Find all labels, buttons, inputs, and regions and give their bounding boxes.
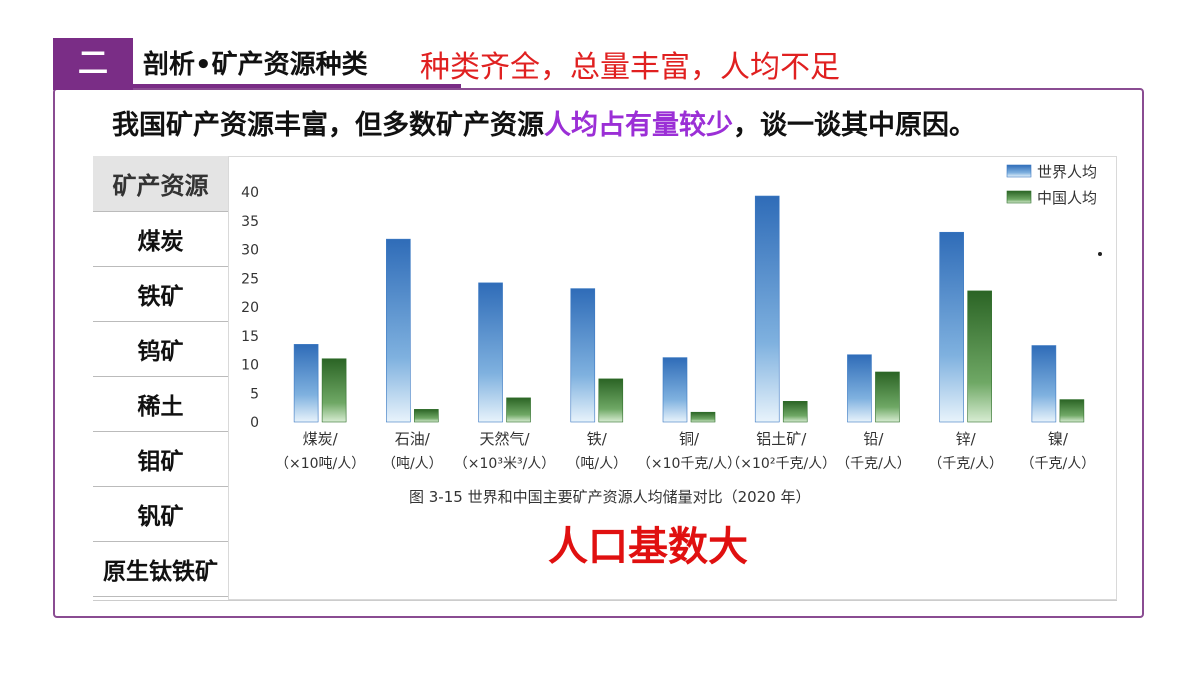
mineral-table: 矿产资源 煤炭 铁矿 钨矿 稀土 钼矿 钒矿 原生钛铁矿	[93, 156, 228, 597]
y-tick-label: 10	[241, 358, 259, 374]
bar-chart: 0 5 10 15 20 25 30 35 40 煤炭/ （×10吨/人） 石油/ （吨/人） 天然气/ （…	[241, 163, 1097, 506]
section-subtitle: 种类齐全，总量丰富，人均不足	[420, 50, 840, 85]
china-bar	[967, 290, 992, 423]
y-tick-label: 30	[241, 243, 259, 259]
legend-label: 世界人均	[1037, 163, 1097, 181]
world-bar	[478, 282, 503, 423]
mineral-item: 铁矿	[93, 267, 228, 322]
mineral-item: 稀土	[93, 377, 228, 432]
question-part2: ，谈一谈其中原因。	[733, 110, 976, 141]
mineral-item: 钒矿	[93, 487, 228, 542]
x-tick-label: 煤炭/	[303, 430, 339, 448]
china-bar	[414, 409, 439, 423]
world-bar	[570, 288, 596, 423]
answer-text: 人口基数大	[548, 523, 748, 570]
y-tick-label: 35	[241, 214, 259, 230]
y-tick-label: 5	[250, 386, 259, 402]
x-tick-unit-label: （吨/人）	[382, 456, 443, 472]
x-tick-unit-label: （千克/人）	[1021, 456, 1096, 472]
y-tick-label: 20	[241, 300, 259, 316]
china-bar	[782, 401, 808, 423]
china-bar	[875, 371, 900, 423]
bottom-rule	[93, 600, 1117, 601]
y-tick-label: 0	[250, 415, 259, 431]
question-highlight: 人均占有量较少	[544, 110, 733, 141]
x-tick-unit-label: （吨/人）	[566, 456, 627, 472]
world-bar	[939, 231, 964, 423]
x-tick-label: 铁/	[587, 430, 608, 448]
x-tick-label: 铅/	[863, 430, 884, 448]
section-number-box: 二	[53, 38, 133, 90]
china-bar	[321, 358, 347, 423]
x-tick-label: 石油/	[395, 430, 431, 448]
x-tick-label: 镍/	[1048, 430, 1069, 448]
china-bar	[1059, 399, 1085, 423]
y-tick-label: 40	[241, 185, 259, 201]
mineral-item: 钨矿	[93, 322, 228, 377]
world-bar	[847, 354, 872, 423]
legend-label: 中国人均	[1037, 189, 1097, 207]
chart-title: 图 3-15 世界和中国主要矿产资源人均储量对比（2020 年）	[409, 488, 811, 506]
china-bar	[506, 397, 531, 423]
x-tick-unit-label: （千克/人）	[928, 456, 1003, 472]
mineral-item: 钼矿	[93, 432, 228, 487]
question-part1: 我国矿产资源丰富，但多数矿产资源	[112, 110, 544, 141]
y-tick-label: 15	[241, 329, 259, 345]
chart-panel: 0 5 10 15 20 25 30 35 40 煤炭/ （×10吨/人） 石油/ （吨/人） 天然气/ （…	[228, 156, 1117, 600]
section-number: 二	[78, 46, 108, 81]
section-title: 剖析•矿产资源种类	[143, 50, 368, 80]
mineral-item: 原生钛铁矿	[93, 542, 228, 597]
world-bar	[386, 238, 411, 423]
x-tick-label: 天然气/	[480, 430, 531, 448]
mineral-item: 煤炭	[93, 212, 228, 267]
x-tick-label: 锌/	[956, 430, 977, 448]
x-tick-label: 铜/	[679, 430, 700, 448]
mineral-table-header: 矿产资源	[93, 156, 228, 212]
y-tick-label: 25	[241, 271, 259, 287]
world-bar	[662, 357, 688, 423]
china-bar	[690, 411, 716, 423]
content-frame	[53, 88, 1144, 618]
section-title-bar	[133, 38, 461, 88]
china-bar	[598, 378, 624, 423]
world-bar	[754, 195, 780, 423]
question-text: 我国矿产资源丰富，但多数矿产资源人均占有量较少，谈一谈其中原因。	[112, 103, 976, 142]
x-tick-unit-label: （×10³米³/人）	[454, 456, 556, 472]
legend-swatch	[1006, 164, 1032, 178]
x-tick-unit-label: （千克/人）	[836, 456, 911, 472]
x-tick-unit-label: （×10千克/人）	[637, 456, 741, 472]
world-bar	[293, 344, 319, 423]
dot-mark	[1098, 252, 1102, 256]
x-tick-label: 铝土矿/	[756, 430, 807, 448]
x-tick-unit-label: （×10吨/人）	[275, 456, 365, 472]
x-tick-unit-label: （×10²千克/人）	[726, 456, 836, 472]
world-bar	[1031, 345, 1057, 423]
legend-swatch	[1006, 190, 1032, 204]
